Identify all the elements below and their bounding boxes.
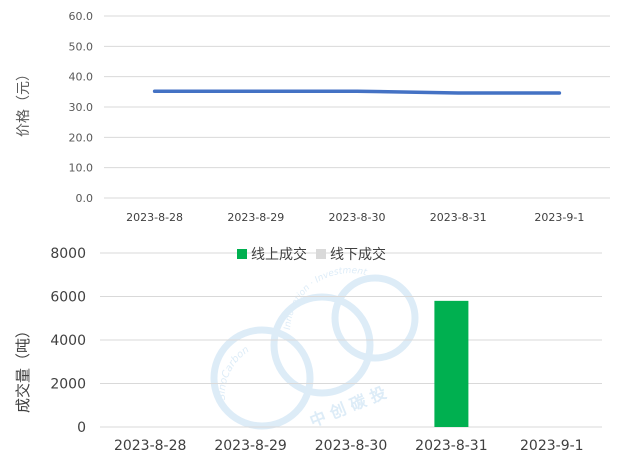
price-series-line	[152, 89, 562, 95]
volume-y-tick: 4000	[50, 333, 86, 349]
volume-x-tick-labels: 2023-8-28 2023-8-29 2023-8-30 2023-8-31 2023…	[114, 438, 584, 454]
price-x-tick: 2023-9-1	[534, 211, 584, 224]
volume-bars	[434, 300, 469, 427]
volume-x-tick: 2023-8-30	[315, 438, 387, 454]
volume-y-tick: 6000	[50, 290, 86, 306]
price-y-tick: 20.0	[69, 131, 94, 144]
price-y-tick-labels: 0.0 10.0 20.0 30.0 40.0 50.0 60.0	[69, 10, 94, 205]
volume-gridlines	[100, 252, 602, 428]
price-line-chart: 0.010.020.030.040.050.060.0 2023-8-28 202…	[16, 10, 610, 224]
legend-swatch-online	[237, 249, 247, 259]
sinocarbon-watermark-logo: SinoCarbon Innovation · Investment 中 创 碳…	[210, 266, 419, 431]
legend-swatch-offline	[316, 249, 326, 259]
volume-bar-online	[434, 300, 469, 427]
price-x-tick: 2023-8-30	[329, 211, 386, 224]
price-x-tick: 2023-8-31	[430, 211, 487, 224]
price-y-axis-label: 价格（元）	[16, 67, 32, 137]
volume-y-tick: 0	[77, 420, 86, 436]
legend-label-online: 线上成交	[251, 246, 307, 263]
price-x-tick: 2023-8-28	[126, 211, 183, 224]
price-x-tick-labels: 2023-8-28 2023-8-29 2023-8-30 2023-8-31 2023…	[126, 211, 584, 224]
watermark-ring-left	[210, 326, 314, 430]
volume-x-tick: 2023-8-29	[214, 438, 286, 454]
price-x-tick: 2023-8-29	[227, 211, 284, 224]
volume-legend: 线上成交 线下成交	[237, 246, 386, 263]
volume-x-tick: 2023-9-1	[520, 438, 584, 454]
price-y-tick: 40.0	[69, 71, 94, 84]
volume-y-tick: 8000	[50, 246, 86, 262]
volume-x-tick: 2023-8-31	[415, 438, 487, 454]
volume-x-tick: 2023-8-28	[114, 438, 186, 454]
volume-y-tick: 2000	[50, 377, 86, 393]
legend-label-offline: 线下成交	[330, 246, 386, 263]
watermark-ring-right	[331, 274, 419, 362]
price-y-tick: 50.0	[69, 40, 94, 53]
volume-y-tick-labels: 0 2000 4000 6000 8000	[50, 246, 86, 436]
price-y-tick: 30.0	[69, 101, 94, 114]
price-y-tick: 10.0	[69, 162, 94, 175]
price-gridlines	[104, 15, 610, 199]
price-y-tick: 0.0	[76, 192, 94, 205]
price-y-tick: 60.0	[69, 10, 94, 23]
volume-y-axis-label: 成交量（吨）	[14, 323, 32, 413]
